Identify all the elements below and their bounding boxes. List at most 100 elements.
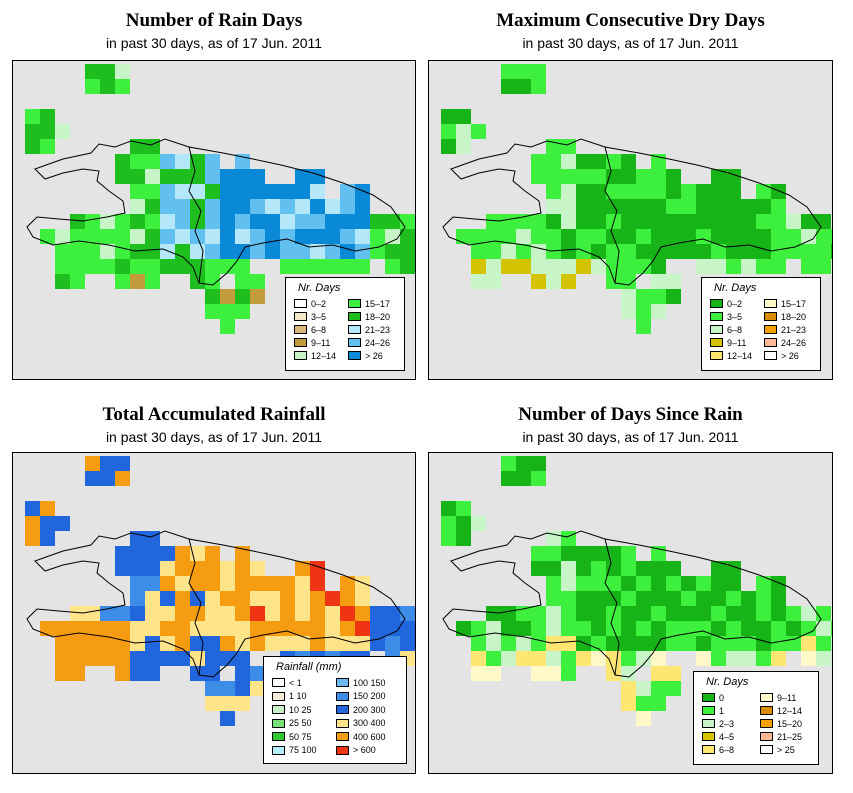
map-cell [220,606,235,621]
map-cell [25,501,40,516]
legend-label: 12–14 [311,350,337,361]
map-cell [756,636,771,651]
map-cell [145,621,160,636]
map-cell [831,636,832,651]
map-cell [145,139,160,154]
map-cell [636,636,651,651]
map-cell [145,229,160,244]
map-cell [621,289,636,304]
legend-item: 150 200 [336,691,386,702]
map-cell [456,516,471,531]
map-cell [501,621,516,636]
map-cell [651,214,666,229]
map-legend: Nr. Days 0–2 3–5 6–8 9–11 12–14 15–17 18–20 21–… [701,277,821,371]
map-cell [756,651,771,666]
map-cell [145,184,160,199]
map-cell [40,501,55,516]
map-cell [100,606,115,621]
map-cell [531,561,546,576]
map-cell [696,591,711,606]
legend-swatch [348,338,361,347]
legend-item: 9–11 [294,337,330,348]
map-cell [325,229,340,244]
map-cell [786,636,801,651]
map-cell [280,214,295,229]
map-cell [576,214,591,229]
map-cell [70,651,85,666]
map-grid [25,456,415,726]
map-cell [115,64,130,79]
map-cell [816,636,831,651]
country-border [604,146,620,284]
map-cell [310,621,325,636]
map-cell [295,169,310,184]
map-cell [160,591,175,606]
legend-label: 3–5 [727,311,743,322]
map-cell [546,546,561,561]
map-cell [205,304,220,319]
panel-subtitle: in past 30 days, as of 17 Jun. 2011 [522,35,739,51]
map-cell [486,214,501,229]
map-cell [801,244,816,259]
legend-label: 25 50 [289,718,312,728]
legend-item: > 26 [348,350,383,361]
map-cell [471,244,486,259]
map-cell [130,184,145,199]
map-cell [70,229,85,244]
map-cell [205,214,220,229]
map-cell [576,199,591,214]
map-cell [55,229,70,244]
map-cell [726,184,741,199]
map-cell [115,471,130,486]
map-cell [235,199,250,214]
map-cell [205,259,220,274]
map-cell [85,79,100,94]
legend-item: 21–23 [764,324,806,335]
map-cell [40,516,55,531]
map-cell [501,651,516,666]
map-cell [205,244,220,259]
map-cell [681,606,696,621]
map-cell [250,289,265,304]
legend-label: 24–26 [781,337,807,348]
map-cell [280,184,295,199]
map-cell [55,516,70,531]
map-cell [711,561,726,576]
map-cell [486,229,501,244]
map-cell [666,576,681,591]
map-cell [70,606,85,621]
map-cell [816,259,831,274]
legend-item: 6–8 [710,324,742,335]
legend-swatch [294,325,307,334]
map-cell [516,229,531,244]
map-cell [355,214,370,229]
map-cell [771,636,786,651]
map-cell [801,229,816,244]
map-cell [115,274,130,289]
panel-title: Number of Days Since Rain [518,404,743,425]
map-cell [400,214,415,229]
map-cell [771,651,786,666]
map-cell [385,214,400,229]
legend-swatch [702,719,715,728]
map-cell [771,259,786,274]
map-cell [456,501,471,516]
map-cell [666,591,681,606]
legend-item: 0–2 [710,298,742,309]
map-cell [280,229,295,244]
map-cell [756,184,771,199]
map-cell [265,214,280,229]
map-cell [280,606,295,621]
map-cell [666,666,681,681]
map-cell [85,456,100,471]
map-cell [576,636,591,651]
map-cell [385,229,400,244]
map-cell [205,681,220,696]
map-cell [145,606,160,621]
map-cell [115,169,130,184]
map-cell [205,274,220,289]
map-cell [516,64,531,79]
map-cell [561,169,576,184]
legend-item: 25 50 [272,718,312,729]
legend-label: 15–20 [777,718,803,729]
